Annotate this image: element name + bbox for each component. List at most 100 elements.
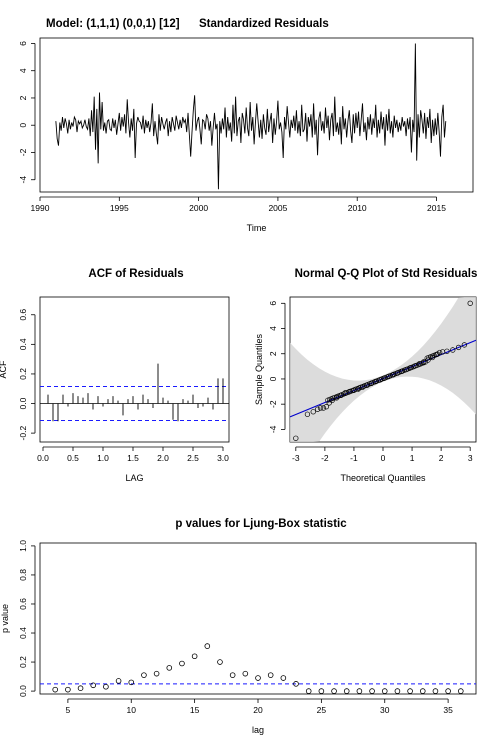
ljung-point xyxy=(153,670,160,677)
x-tick-label: 1 xyxy=(410,453,415,463)
x-tick-label: 0.0 xyxy=(37,453,49,463)
y-axis: -4 -2 0 2 4 6 xyxy=(268,301,286,433)
ljung-point xyxy=(343,688,350,694)
x-tick-label: 10 xyxy=(127,705,137,715)
x-tick-label: 1.0 xyxy=(97,453,109,463)
ljung-point xyxy=(191,653,198,660)
ljung-point xyxy=(381,688,388,694)
qq-confidence-band xyxy=(290,297,476,442)
ljung-point xyxy=(331,688,337,694)
x-tick-label: 20 xyxy=(253,705,263,715)
ljung-point xyxy=(229,672,236,678)
y-tick-label: 4 xyxy=(18,68,28,73)
x-tick-label: 25 xyxy=(317,705,327,715)
residuals-panel: 1990 1995 2000 2005 2010 2015 -4 -2 0 2 4 6 Time xyxy=(18,37,474,233)
y-tick-label: 0.8 xyxy=(18,569,28,581)
ljung-point xyxy=(432,688,439,694)
x-tick-label: -1 xyxy=(350,453,358,463)
y-tick-label: 2 xyxy=(268,351,278,356)
qq-point xyxy=(310,409,316,415)
y-tick-label: 0.6 xyxy=(18,309,28,321)
y-axis-label: p value xyxy=(0,604,10,633)
qq-point xyxy=(455,344,462,351)
ljung-point xyxy=(267,672,274,678)
ljung-point xyxy=(457,688,464,694)
y-tick-label: -4 xyxy=(18,176,28,184)
y-axis: -4 -2 0 2 4 6 xyxy=(18,41,36,184)
x-tick-label: 0 xyxy=(381,453,386,463)
ljung-point xyxy=(141,672,147,678)
y-tick-label: 0.2 xyxy=(18,656,28,668)
y-tick-label: -2 xyxy=(268,400,278,408)
ljung-point xyxy=(103,683,109,690)
x-tick-label: 2.5 xyxy=(187,453,199,463)
x-axis-label: Theoretical Quantiles xyxy=(340,473,426,483)
ljung-point xyxy=(242,670,249,677)
x-axis-label: LAG xyxy=(125,473,143,483)
qq-point xyxy=(293,435,299,441)
x-axis: -3 -2 -1 0 1 2 3 xyxy=(292,446,473,463)
qq-point xyxy=(435,351,441,357)
x-tick-label: -3 xyxy=(292,453,300,463)
y-tick-label: -2 xyxy=(18,148,28,156)
ljung-point xyxy=(179,660,185,667)
y-tick-label: 0.4 xyxy=(18,338,28,350)
x-axis: 1990 1995 2000 2005 2010 2015 xyxy=(31,196,446,213)
residuals-series-line xyxy=(55,43,447,190)
qq-point xyxy=(444,348,450,354)
x-tick-label: 2000 xyxy=(189,203,208,213)
y-tick-label: 0.0 xyxy=(18,397,28,409)
qq-point xyxy=(320,405,327,411)
y-tick-label: 4 xyxy=(268,326,278,331)
y-axis: 0.0 0.2 0.4 0.6 0.8 1.0 xyxy=(18,540,36,697)
y-tick-label: 0.2 xyxy=(18,368,28,380)
y-tick-label: 0.4 xyxy=(18,627,28,639)
ljung-point xyxy=(305,688,312,694)
x-axis: 0.0 0.5 1.0 1.5 2.0 2.5 3.0 xyxy=(37,446,229,463)
y-tick-label: 0 xyxy=(18,123,28,128)
qq-point xyxy=(317,405,324,411)
plot-frame xyxy=(39,296,230,443)
ljung-point xyxy=(255,675,261,681)
qq-point xyxy=(461,342,468,348)
y-tick-label: 6 xyxy=(18,41,28,46)
x-tick-label: 2 xyxy=(439,453,444,463)
x-tick-label: 1.5 xyxy=(127,453,139,463)
qq-point xyxy=(323,404,329,410)
residuals-title: Standardized Residuals xyxy=(199,18,329,30)
x-tick-label: 30 xyxy=(380,705,390,715)
ljung-point xyxy=(419,688,426,694)
ljung-point xyxy=(65,686,71,693)
qq-title: Normal Q-Q Plot of Std Residuals xyxy=(295,268,478,280)
acf-panel: 0.0 0.5 1.0 1.5 2.0 2.5 3.0 -0.2 0.0 0.2 0.4 0.6 LAG… xyxy=(0,296,230,483)
ljung-point xyxy=(204,643,211,649)
x-tick-label: 1990 xyxy=(31,203,50,213)
ljung-point xyxy=(318,688,325,694)
y-axis-label: ACF xyxy=(0,360,8,379)
x-tick-label: 15 xyxy=(190,705,200,715)
x-tick-label: 35 xyxy=(443,705,453,715)
x-axis-label: Time xyxy=(247,223,267,233)
x-tick-label: -2 xyxy=(321,453,329,463)
x-tick-label: 2.0 xyxy=(157,453,169,463)
y-tick-label: 0.0 xyxy=(18,685,28,697)
ljung-point xyxy=(77,685,84,691)
y-tick-label: 2 xyxy=(18,95,28,100)
x-axis-label: lag xyxy=(252,725,264,735)
ljung-point xyxy=(445,688,451,694)
qq-panel: -3 -2 -1 0 1 2 3 -4 -2 0 2 4 6 Theoretical Quantiles S… xyxy=(254,296,477,483)
x-tick-label: 3.0 xyxy=(217,453,229,463)
model-label: Model: (1,1,1) (0,0,1) [12] xyxy=(46,18,180,30)
ljung-point xyxy=(407,688,413,694)
y-axis: -0.2 0.0 0.2 0.4 0.6 xyxy=(18,309,36,440)
plot-frame xyxy=(39,542,477,695)
x-tick-label: 5 xyxy=(66,705,71,715)
qq-point xyxy=(314,406,321,412)
ljung-point xyxy=(394,688,401,694)
x-tick-label: 0.5 xyxy=(67,453,79,463)
y-tick-label: -4 xyxy=(268,425,278,433)
x-tick-label: 1995 xyxy=(110,203,129,213)
ljung-point xyxy=(280,675,287,681)
y-tick-label: 6 xyxy=(268,301,278,306)
